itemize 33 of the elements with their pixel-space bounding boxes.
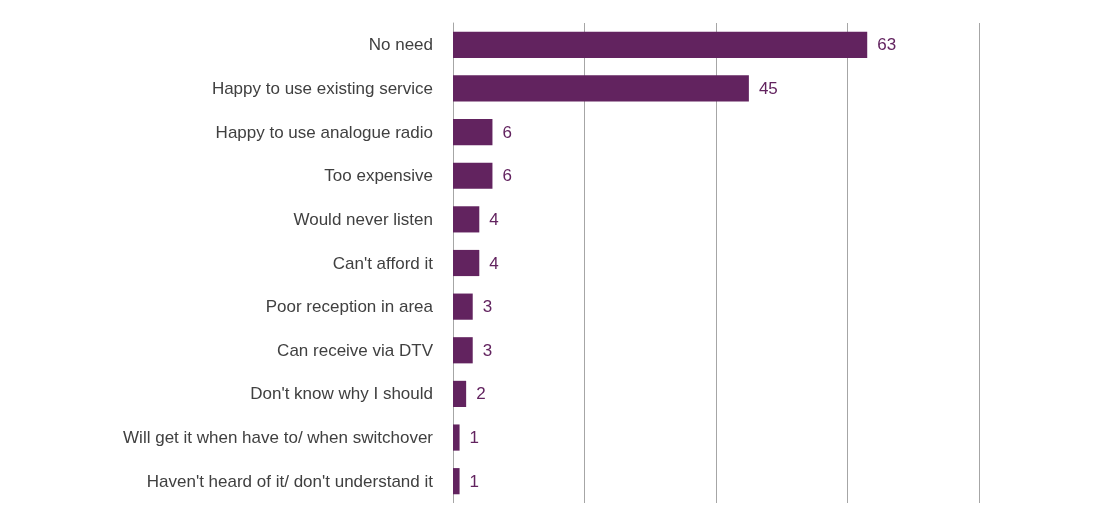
data-label: 6 bbox=[502, 122, 512, 142]
y-tick-label: Will get it when have to/ when switchover bbox=[123, 428, 434, 448]
data-label: 2 bbox=[476, 384, 486, 404]
bar bbox=[453, 31, 868, 58]
y-tick-label: Don't know why I should bbox=[250, 384, 433, 404]
y-tick-label: Can receive via DTV bbox=[277, 340, 434, 360]
y-tick-label: Happy to use existing service bbox=[211, 78, 433, 98]
y-tick-label: Poor reception in area bbox=[265, 297, 434, 317]
y-tick-label: Happy to use analogue radio bbox=[215, 122, 433, 142]
data-label: 45 bbox=[758, 78, 778, 98]
data-label: 6 bbox=[502, 166, 512, 186]
bar bbox=[453, 380, 467, 407]
y-tick-label: No need bbox=[368, 35, 433, 55]
y-tick-label: Too expensive bbox=[324, 166, 433, 186]
bar bbox=[453, 249, 480, 277]
bar bbox=[453, 293, 473, 320]
bar bbox=[453, 75, 749, 102]
data-label: 4 bbox=[489, 209, 499, 229]
bar bbox=[453, 206, 480, 233]
bar bbox=[453, 468, 460, 495]
y-tick-label: Would never listen bbox=[293, 209, 433, 229]
y-tick-label: Haven't heard of it/ don't understand it bbox=[146, 471, 434, 491]
y-tick-label: Can't afford it bbox=[332, 253, 434, 273]
data-label: 3 bbox=[482, 340, 493, 360]
data-label: 1 bbox=[469, 428, 480, 448]
data-label: 63 bbox=[877, 35, 897, 55]
bar bbox=[453, 337, 473, 364]
bar bbox=[453, 119, 493, 146]
data-label: 4 bbox=[489, 253, 499, 273]
data-label: 1 bbox=[469, 471, 480, 491]
bar bbox=[453, 162, 493, 189]
bar bbox=[453, 424, 460, 451]
data-label: 3 bbox=[482, 297, 493, 317]
